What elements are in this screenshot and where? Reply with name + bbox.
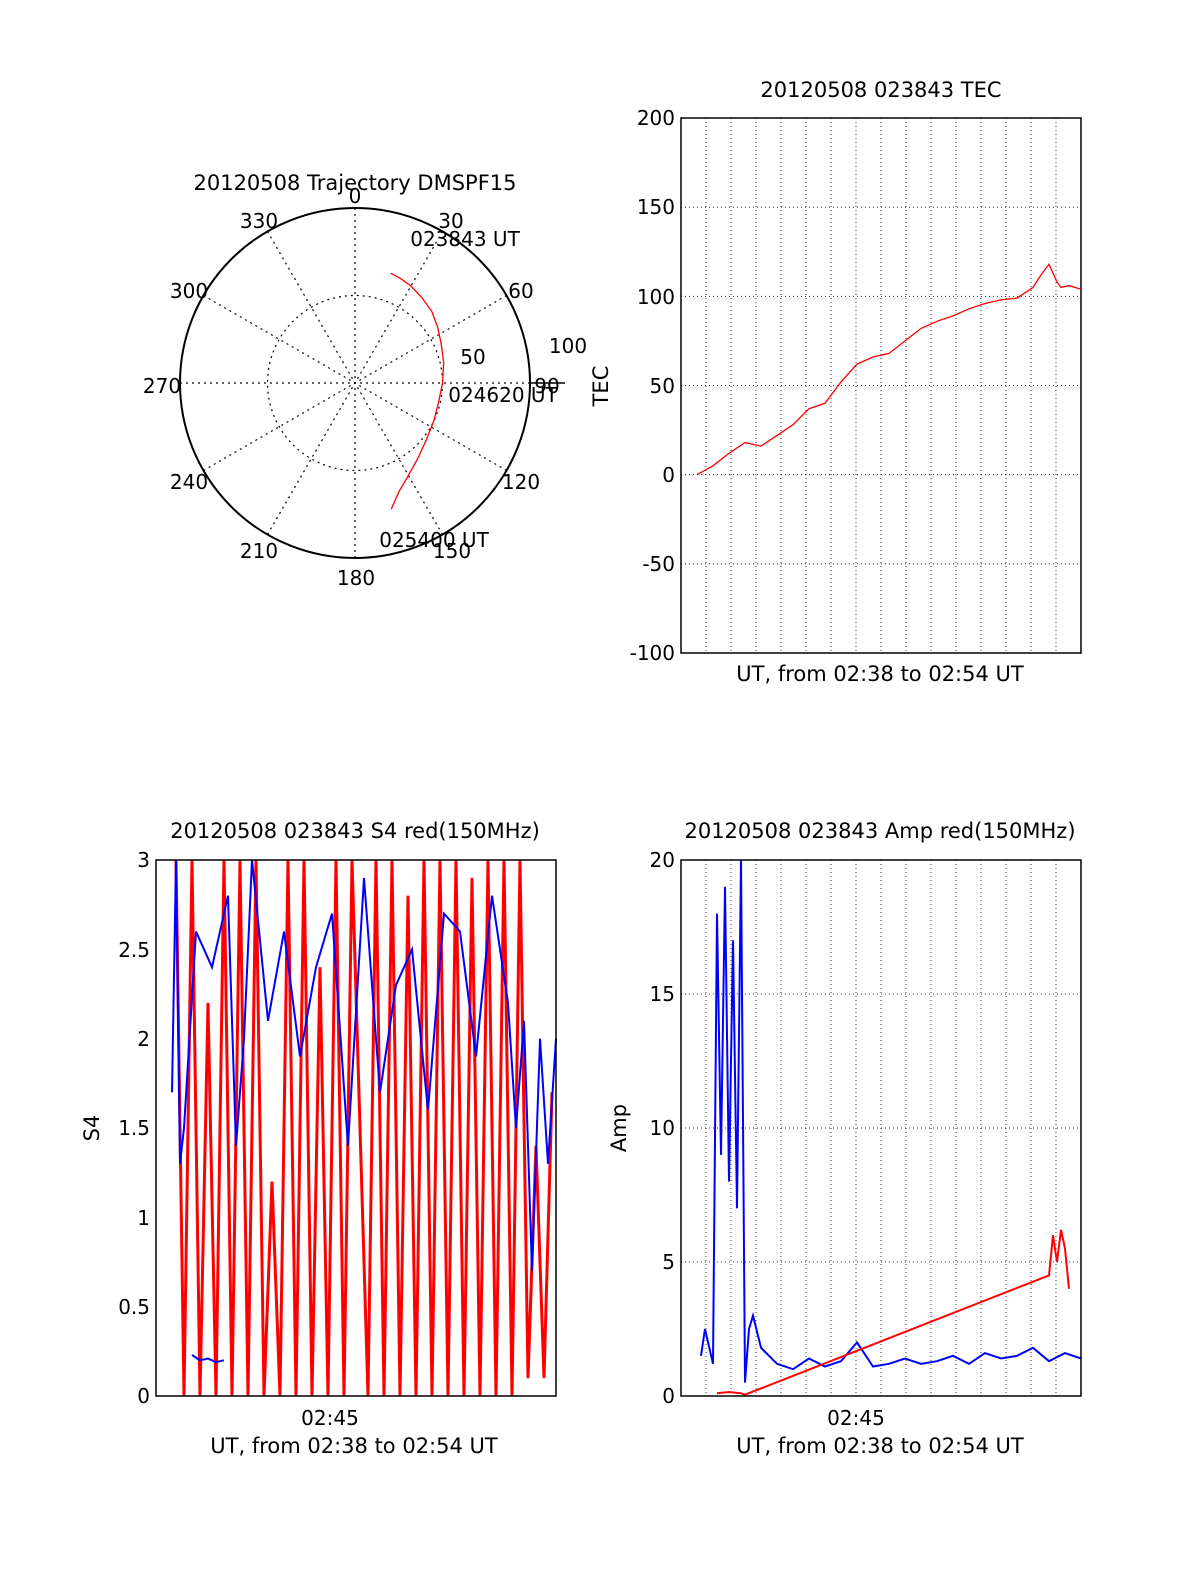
trajectory-title: 20120508 Trajectory DMSPF15 [193, 171, 516, 195]
s4-y-ticks: 3 2.5 2 1.5 1 0.5 0 [118, 848, 150, 1408]
s4-ytick-2: 2 [137, 1027, 150, 1051]
s4-series-blue-2 [191, 1354, 225, 1364]
trajectory-track [390, 272, 445, 510]
amp-y-axis-label: Amp [607, 1104, 631, 1152]
radial-label-50: 50 [460, 345, 485, 369]
radial-label-100: 100 [549, 334, 587, 358]
s4-ytick-1-5: 1.5 [118, 1116, 150, 1140]
amp-ytick-20: 20 [650, 848, 675, 872]
tec-plot-frame [680, 117, 1082, 654]
s4-ytick-0-5: 0.5 [118, 1295, 150, 1319]
s4-series-lines [171, 859, 557, 1397]
azimuth-label-240: 240 [170, 470, 208, 494]
s4-series-red-0 [174, 859, 554, 1397]
tec-ytick-200: 200 [637, 106, 675, 130]
tec-panel: 20120508 023843 TEC 200 150 100 50 0 -50… [589, 78, 1082, 686]
amp-ytick-15: 15 [650, 982, 675, 1006]
amp-x-axis-label: UT, from 02:38 to 02:54 UT [736, 1434, 1024, 1458]
s4-ytick-0: 0 [137, 1384, 150, 1408]
s4-ytick-3: 3 [137, 848, 150, 872]
amp-title: 20120508 023843 Amp red(150MHz) [684, 819, 1075, 843]
s4-title: 20120508 023843 S4 red(150MHz) [170, 819, 540, 843]
azimuth-label-300: 300 [170, 279, 208, 303]
amp-plot-frame [680, 859, 1082, 1397]
tec-ytick-50: 50 [650, 374, 675, 398]
time-label-mid: 024620 UT [448, 383, 558, 407]
tec-ytick-minus50: -50 [642, 552, 675, 576]
s4-panel: 20120508 023843 S4 red(150MHz) 3 2.5 2 1… [80, 819, 557, 1458]
tec-title: 20120508 023843 TEC [760, 78, 1001, 102]
azimuth-label-0: 0 [349, 184, 362, 208]
azimuth-label-330: 330 [240, 209, 278, 233]
tec-ytick-150: 150 [637, 195, 675, 219]
amp-ytick-0: 0 [662, 1384, 675, 1408]
trajectory-panel: 20120508 Trajectory DMSPF15 0 30 60 90 1… [143, 171, 587, 590]
tec-x-axis-label: UT, from 02:38 to 02:54 UT [736, 662, 1024, 686]
time-label-start: 023843 UT [410, 227, 520, 251]
tec-y-axis-label: TEC [589, 366, 613, 408]
azimuth-label-30: 30 [438, 209, 463, 233]
s4-ytick-2-5: 2.5 [118, 938, 150, 962]
amp-y-ticks: 20 15 10 5 0 [650, 848, 675, 1408]
azimuth-label-210: 210 [240, 539, 278, 563]
amp-grid [681, 860, 1081, 1396]
amp-series-blue-0 [700, 859, 1082, 1383]
azimuth-label-60: 60 [508, 279, 533, 303]
amp-ytick-5: 5 [662, 1250, 675, 1274]
azimuth-label-90: 90 [534, 374, 559, 398]
tec-y-ticks: 200 150 100 50 0 -50 -100 [630, 106, 675, 665]
s4-xtick-0245: 02:45 [301, 1406, 359, 1430]
s4-plot-frame [155, 859, 557, 1397]
amp-panel: 20120508 023843 Amp red(150MHz) 20 15 10… [607, 819, 1082, 1458]
tec-series-line [696, 262, 1082, 476]
amp-ytick-10: 10 [650, 1116, 675, 1140]
tec-ytick-0: 0 [662, 463, 675, 487]
azimuth-label-180: 180 [337, 566, 375, 590]
amp-series-red-1 [716, 1229, 1070, 1396]
s4-y-axis-label: S4 [80, 1115, 104, 1142]
azimuth-label-270: 270 [143, 374, 181, 398]
s4-x-axis-label: UT, from 02:38 to 02:54 UT [210, 1434, 498, 1458]
s4-series-blue-1 [171, 859, 557, 1271]
s4-ytick-1: 1 [137, 1206, 150, 1230]
azimuth-label-120: 120 [502, 470, 540, 494]
tec-grid [681, 118, 1081, 653]
tec-ytick-100: 100 [637, 285, 675, 309]
polar-spokes [180, 208, 530, 558]
time-label-end: 025400 UT [379, 528, 489, 552]
tec-ytick-minus100: -100 [630, 641, 675, 665]
polar-spoke-150 [266, 231, 444, 535]
amp-xtick-0245: 02:45 [827, 1406, 885, 1430]
azimuth-label-150: 150 [433, 539, 471, 563]
amp-series-lines [700, 859, 1082, 1396]
